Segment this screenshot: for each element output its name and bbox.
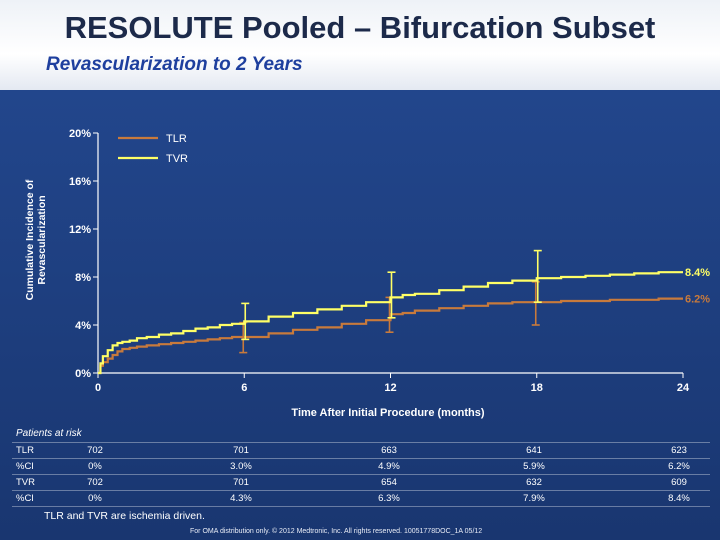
risk-cell: 702: [87, 477, 103, 488]
risk-row: TLR 702 701 663 641 623: [12, 443, 710, 459]
x-axis-label: Time After Initial Procedure (months): [291, 407, 484, 419]
risk-cell: 8.4%: [668, 493, 690, 504]
y-tick-label: 8%: [75, 272, 91, 284]
risk-cell: 609: [671, 477, 687, 488]
risk-cell: 702: [87, 445, 103, 456]
end-label-tvr: 8.4%: [685, 267, 710, 279]
y-tick-label: 20%: [69, 128, 91, 140]
risk-cell: 0%: [88, 461, 102, 472]
x-tick-label: 18: [531, 382, 543, 394]
series-line-tlr: [98, 297, 683, 375]
risk-cell: 0%: [88, 493, 102, 504]
risk-row-label: TLR: [16, 445, 34, 456]
x-tick-label: 12: [384, 382, 396, 394]
risk-row-divider: [12, 506, 710, 507]
risk-row-divider: [12, 442, 710, 443]
series-line-tvr: [98, 271, 683, 375]
risk-cell: 641: [526, 445, 542, 456]
risk-cell: 663: [381, 445, 397, 456]
risk-table-heading: Patients at risk: [16, 428, 82, 439]
y-tick-label: 4%: [75, 320, 91, 332]
risk-cell: 701: [233, 445, 249, 456]
x-tick-label: 0: [95, 382, 101, 394]
risk-cell: 5.9%: [523, 461, 545, 472]
risk-cell: 701: [233, 477, 249, 488]
risk-row: %CI 0% 4.3% 6.3% 7.9% 8.4%: [12, 491, 710, 507]
risk-row-divider: [12, 490, 710, 491]
y-axis-label: Cumulative Incidence ofRevascularization: [24, 179, 48, 300]
risk-cell: 623: [671, 445, 687, 456]
risk-row: TVR 702 701 654 632 609: [12, 475, 710, 491]
legend-label-tlr: TLR: [166, 133, 187, 145]
risk-row-label: %CI: [16, 461, 34, 472]
slide-title: RESOLUTE Pooled – Bifurcation Subset: [64, 10, 656, 45]
risk-row: %CI 0% 3.0% 4.9% 5.9% 6.2%: [12, 459, 710, 475]
risk-row-divider: [12, 458, 710, 459]
risk-row-label: %CI: [16, 493, 34, 504]
chart-panel: [0, 90, 720, 540]
risk-cell: 4.3%: [230, 493, 252, 504]
y-tick-label: 12%: [69, 224, 91, 236]
risk-cell: 632: [526, 477, 542, 488]
x-tick-label: 24: [677, 382, 690, 394]
risk-cell: 6.3%: [378, 493, 400, 504]
risk-cell: 3.0%: [230, 461, 252, 472]
risk-row-label: TVR: [16, 477, 35, 488]
risk-cell: 654: [381, 477, 397, 488]
x-tick-label: 6: [241, 382, 247, 394]
slide-subtitle: Revascularization to 2 Years: [46, 54, 303, 75]
disclaimer: For OMA distribution only. © 2012 Medtro…: [190, 528, 483, 535]
y-tick-label: 0%: [75, 368, 91, 380]
header-band: RESOLUTE Pooled – Bifurcation Subset Rev…: [0, 0, 720, 90]
risk-cell: 7.9%: [523, 493, 545, 504]
legend-label-tvr: TVR: [166, 153, 188, 165]
risk-row-divider: [12, 474, 710, 475]
risk-cell: 6.2%: [668, 461, 690, 472]
y-tick-label: 16%: [69, 176, 91, 188]
footnote: TLR and TVR are ischemia driven.: [44, 510, 205, 522]
risk-cell: 4.9%: [378, 461, 400, 472]
end-label-tlr: 6.2%: [685, 294, 710, 306]
